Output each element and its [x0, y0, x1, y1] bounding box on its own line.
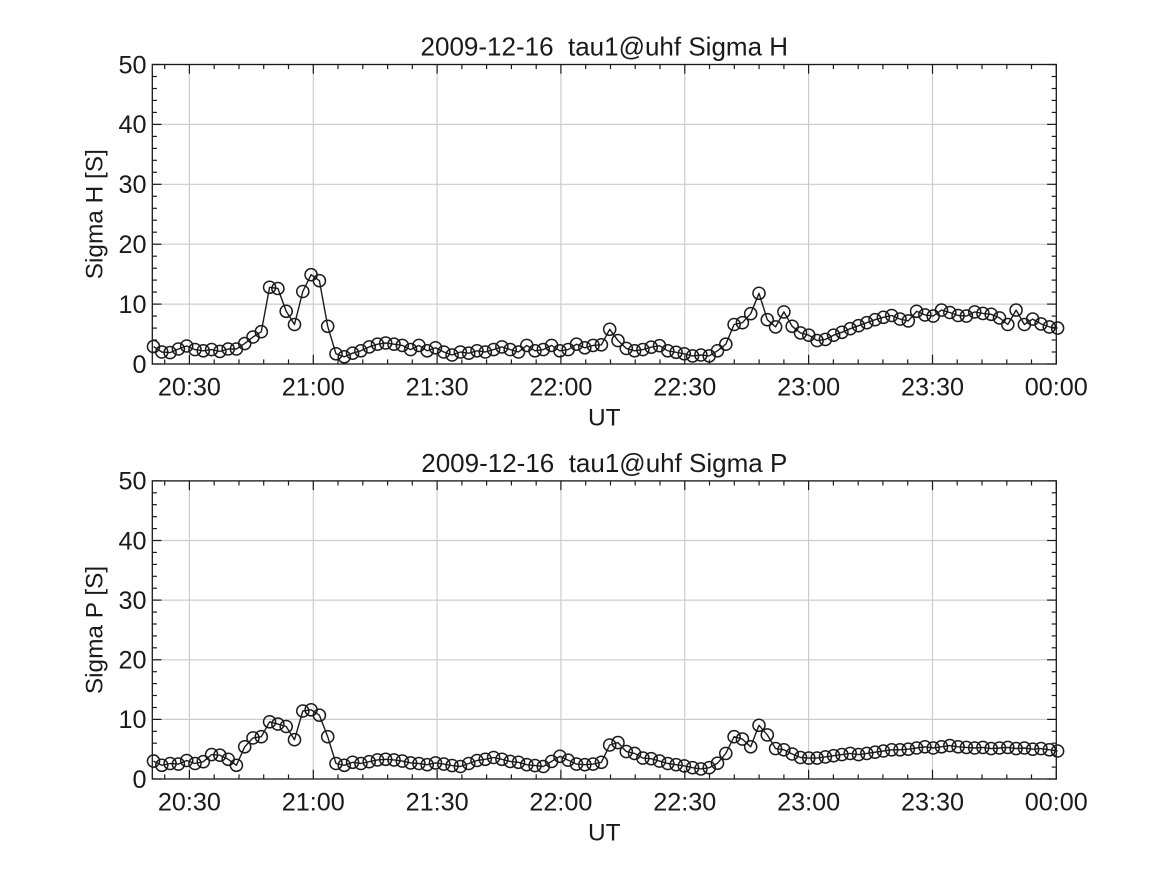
svg-text:UT: UT	[588, 820, 621, 847]
svg-text:20: 20	[118, 231, 146, 259]
svg-text:00:00: 00:00	[1025, 373, 1088, 401]
svg-text:22:00: 22:00	[529, 373, 592, 401]
svg-text:00:00: 00:00	[1025, 788, 1088, 816]
svg-text:UT: UT	[588, 405, 621, 432]
svg-text:23:00: 23:00	[777, 788, 840, 816]
svg-text:21:00: 21:00	[282, 373, 345, 401]
svg-text:10: 10	[118, 706, 146, 734]
svg-text:22:30: 22:30	[653, 373, 716, 401]
svg-text:20: 20	[118, 647, 146, 675]
svg-text:50: 50	[118, 468, 146, 496]
svg-text:40: 40	[118, 111, 146, 139]
svg-text:20:30: 20:30	[158, 788, 221, 816]
svg-text:10: 10	[118, 291, 146, 319]
svg-text:Sigma P [S]: Sigma P [S]	[82, 566, 109, 694]
svg-text:40: 40	[118, 527, 146, 555]
svg-text:21:30: 21:30	[406, 373, 469, 401]
svg-text:23:30: 23:30	[901, 373, 964, 401]
svg-text:30: 30	[118, 171, 146, 199]
svg-text:23:00: 23:00	[777, 373, 840, 401]
svg-text:30: 30	[118, 587, 146, 615]
svg-text:2009-12-16 tau1@uhf Sigma P: 2009-12-16 tau1@uhf Sigma P	[421, 448, 787, 478]
svg-text:2009-12-16 tau1@uhf Sigma H: 2009-12-16 tau1@uhf Sigma H	[421, 31, 789, 61]
svg-text:50: 50	[118, 51, 146, 79]
svg-text:0: 0	[132, 766, 146, 794]
svg-text:21:30: 21:30	[406, 788, 469, 816]
svg-text:23:30: 23:30	[901, 788, 964, 816]
svg-text:22:30: 22:30	[653, 788, 716, 816]
svg-text:21:00: 21:00	[282, 788, 345, 816]
svg-text:20:30: 20:30	[158, 373, 221, 401]
svg-text:Sigma H [S]: Sigma H [S]	[82, 149, 109, 279]
svg-text:22:00: 22:00	[529, 788, 592, 816]
svg-text:0: 0	[132, 351, 146, 379]
